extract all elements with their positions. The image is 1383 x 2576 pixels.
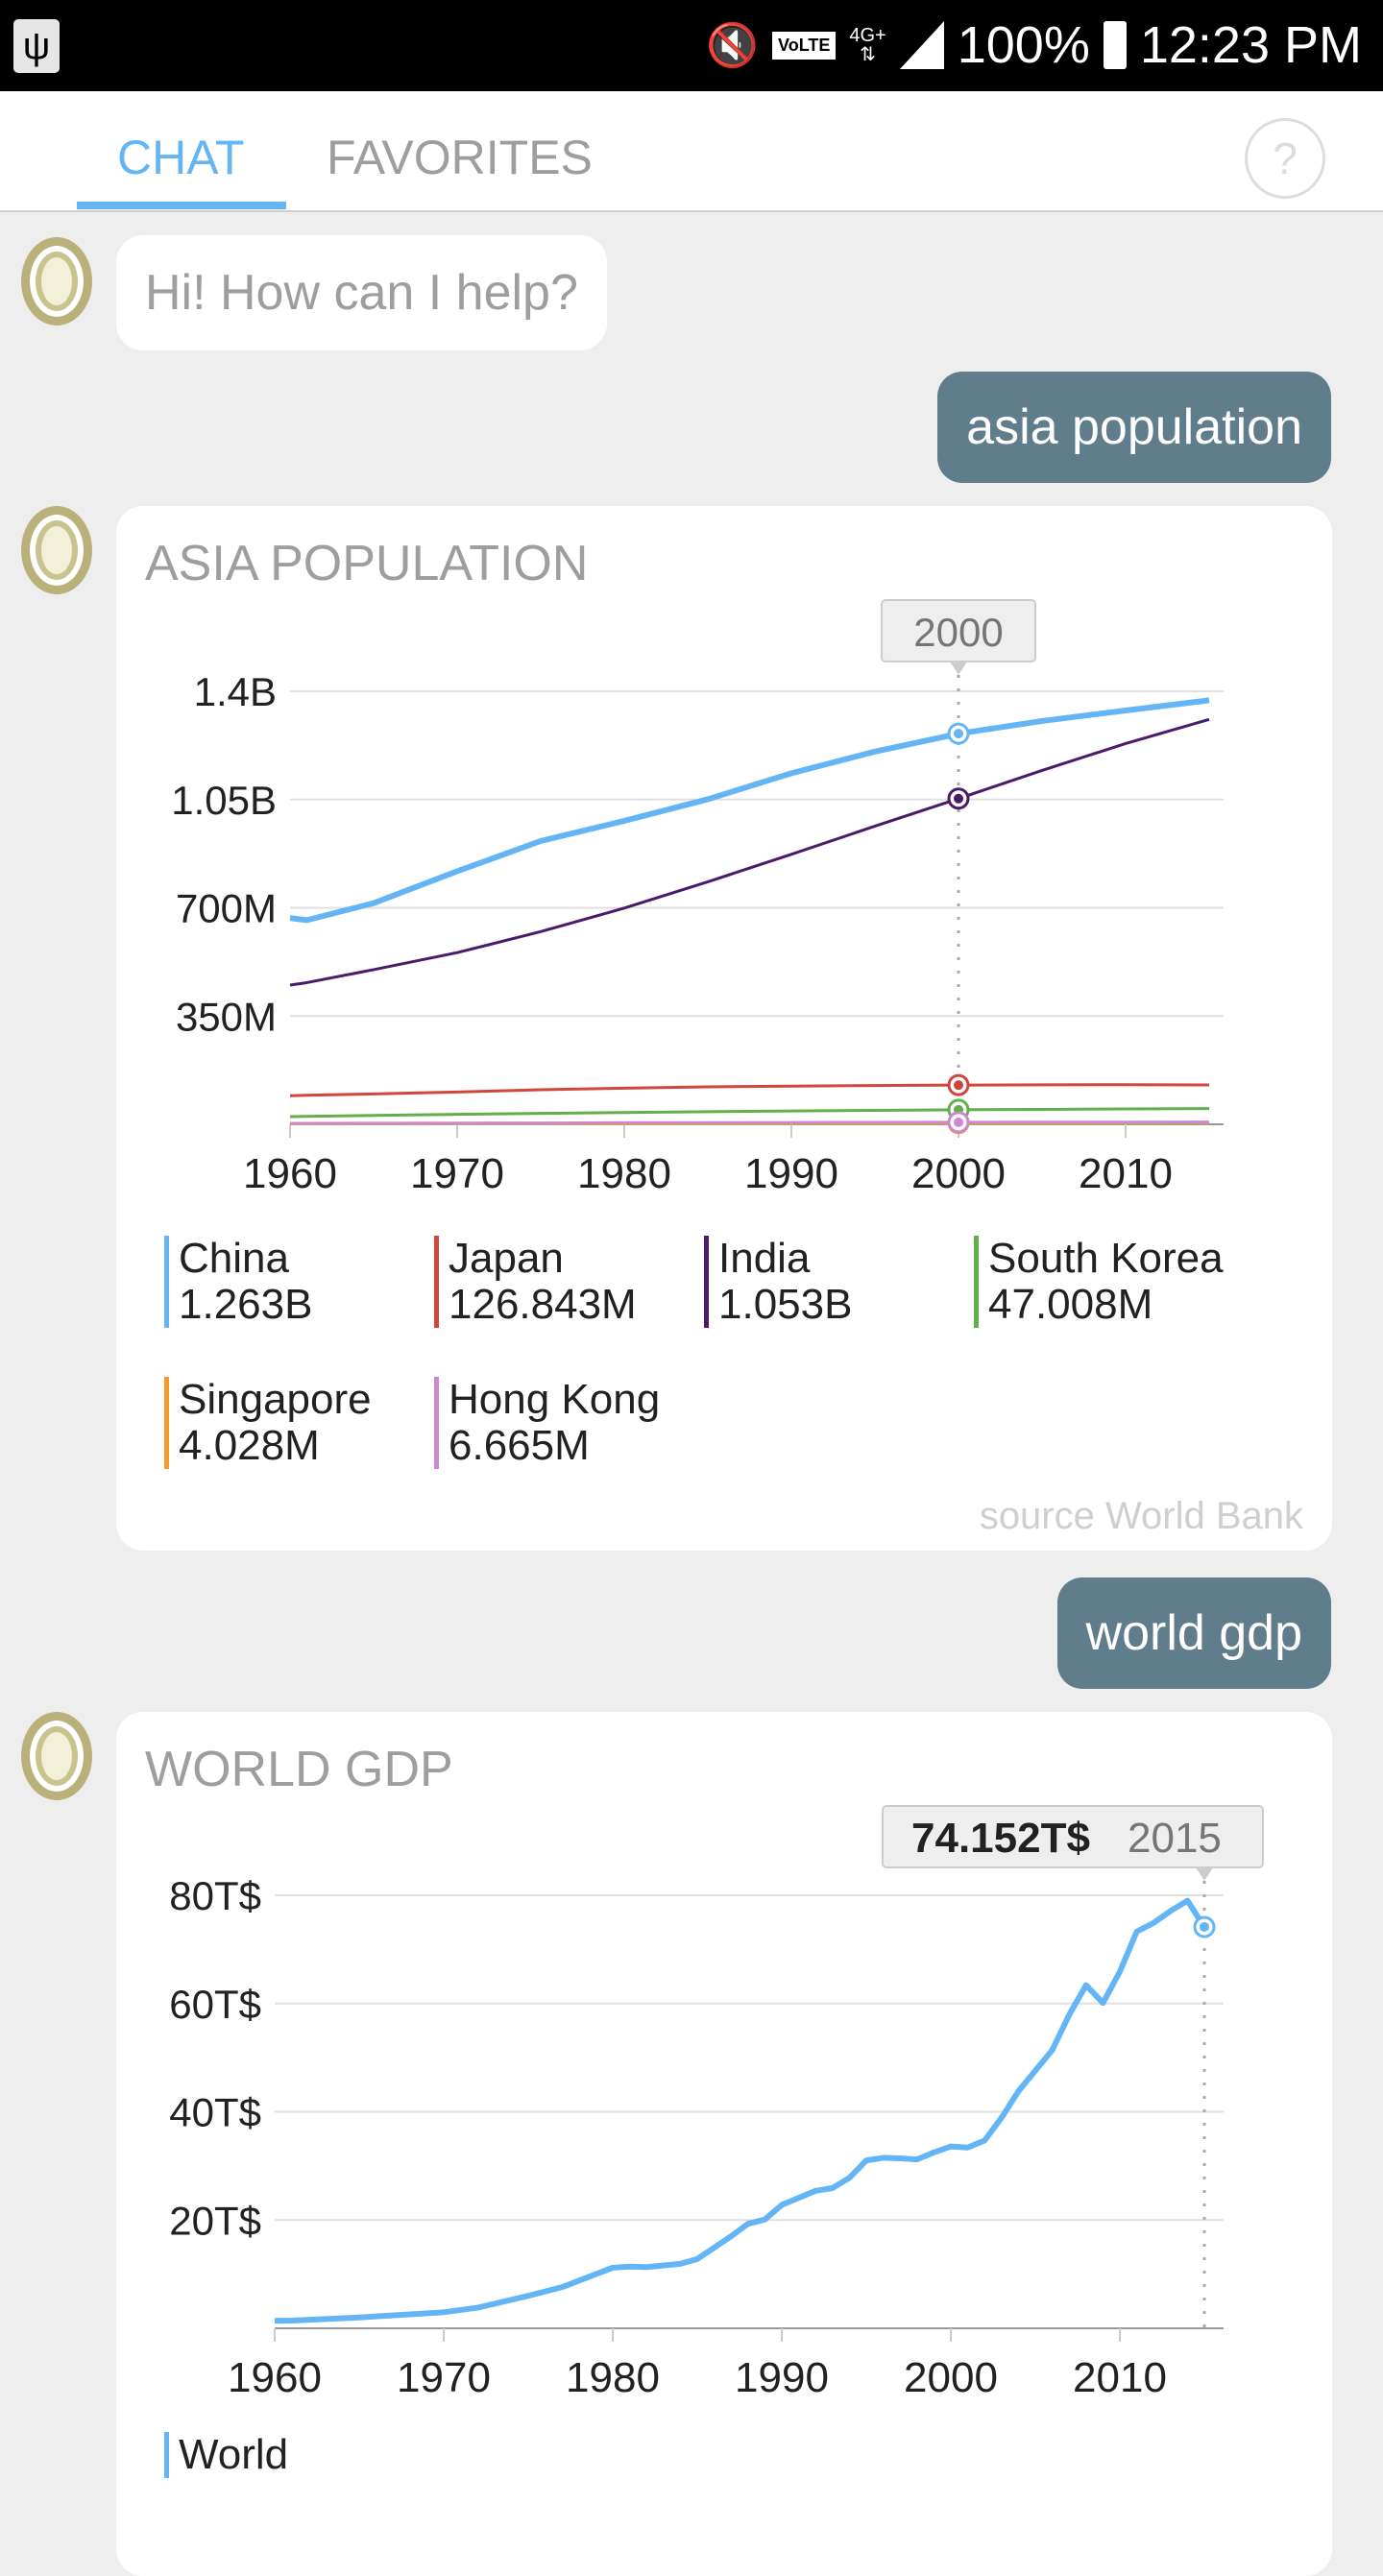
y-tick-label: 80T$ [169, 1873, 261, 1918]
battery-percent: 100% [957, 16, 1090, 74]
x-tick-label: 1980 [577, 1150, 671, 1197]
y-tick-label: 60T$ [169, 1982, 261, 2027]
legend-value: 6.665M [449, 1422, 590, 1469]
series-line-world [274, 1897, 1207, 2324]
source-label: source World Bank [979, 1495, 1303, 1537]
tab-favorites[interactable]: FAVORITES [327, 131, 593, 184]
legend-name: Japan [449, 1235, 564, 1282]
legend-name: Singapore [179, 1376, 372, 1423]
legend-item-south-korea[interactable]: South Korea 47.008M [974, 1236, 1224, 1328]
legend-name: China [179, 1235, 289, 1282]
x-tick-label: 1970 [397, 2354, 491, 2401]
x-tick-label: 1960 [243, 1150, 337, 1197]
y-tick-label: 1.05B [171, 778, 277, 823]
legend-item-hong-kong[interactable]: Hong Kong 6.665M [434, 1377, 660, 1469]
bot-avatar [21, 506, 92, 594]
tooltip-year: 2015 [1128, 1815, 1222, 1862]
x-tick-label: 1960 [228, 2354, 322, 2401]
series-line-japan [289, 1083, 1210, 1097]
usb-icon: ψ [13, 19, 60, 73]
legend-value: 1.263B [179, 1281, 313, 1328]
volte-icon: VoLTE [772, 31, 837, 60]
highlight-point-dot [954, 1117, 963, 1127]
y-tick-label: 350M [176, 994, 277, 1039]
tab-header: CHAT FAVORITES ? [0, 91, 1383, 212]
status-bar: ψ 🔇 VoLTE 4G+ ⇅ 100% 12:23 PM [0, 0, 1383, 91]
y-tick-label: 1.4B [194, 669, 277, 714]
series-line-india [289, 717, 1210, 987]
series-line-china [289, 697, 1210, 924]
network-type: 4G+ ⇅ [849, 25, 886, 65]
battery-icon [1103, 21, 1127, 69]
x-tick-label: 2000 [904, 2354, 998, 2401]
tooltip-year: 2000 [913, 610, 1003, 655]
legend-name: South Korea [988, 1235, 1224, 1282]
series-line-south-korea [289, 1107, 1210, 1119]
tooltip-value: 74.152T$ [911, 1815, 1090, 1862]
x-tick-label: 2000 [911, 1150, 1006, 1197]
active-tab-indicator [77, 202, 286, 209]
legend-value: 4.028M [179, 1422, 320, 1469]
bot-message: Hi! How can I help? [116, 235, 607, 350]
tab-chat[interactable]: CHAT [117, 131, 245, 184]
legend-value: 1.053B [718, 1281, 853, 1328]
population-chart[interactable]: 350M 700M 1.05B 1.4B 1960 1970 1980 1990 2000 201… [116, 506, 1332, 1236]
signal-icon [899, 21, 944, 69]
legend-item-japan[interactable]: Japan 126.843M [434, 1236, 637, 1328]
highlight-point-dot [954, 1080, 963, 1091]
legend-value: 126.843M [449, 1281, 637, 1328]
user-message: world gdp [1056, 1577, 1331, 1689]
x-tick-label: 2010 [1073, 2354, 1167, 2401]
world-gdp-card: WORLD GDP 20T$ 40T$ 60T$ 80T$ 1960 1970 1980 19… [116, 1712, 1332, 2576]
x-tick-label: 2010 [1079, 1150, 1173, 1197]
card-title: WORLD GDP [145, 1742, 453, 1797]
highlight-point-dot [1200, 1921, 1209, 1932]
legend-value: 47.008M [988, 1281, 1153, 1328]
legend-name: India [718, 1235, 811, 1282]
legend-name: Hong Kong [449, 1376, 661, 1423]
tooltip-arrow [1196, 1867, 1213, 1881]
tooltip-arrow [950, 662, 967, 675]
clock: 12:23 PM [1139, 16, 1362, 74]
highlight-point-dot [954, 729, 963, 739]
card-title: ASIA POPULATION [145, 536, 589, 591]
legend-item-china[interactable]: China 1.263B [164, 1236, 312, 1328]
help-button[interactable]: ? [1245, 118, 1325, 199]
tooltip-box [882, 1805, 1264, 1868]
legend-item-world: World [164, 2432, 288, 2478]
x-tick-label: 1970 [410, 1150, 504, 1197]
legend-item-india[interactable]: India 1.053B [704, 1236, 852, 1328]
gdp-chart[interactable]: 20T$ 40T$ 60T$ 80T$ 1960 1970 1980 1990 2000 2010… [116, 1712, 1332, 2422]
bot-avatar [21, 237, 92, 325]
x-tick-label: 1990 [744, 1150, 838, 1197]
x-tick-label: 1980 [566, 2354, 660, 2401]
x-tick-label: 1990 [735, 2354, 829, 2401]
highlight-point-dot [954, 793, 963, 804]
bot-avatar [21, 1712, 92, 1800]
y-tick-label: 40T$ [169, 2090, 261, 2135]
series-line-hong-kong [289, 1120, 1210, 1125]
y-tick-label: 20T$ [169, 2198, 261, 2243]
user-message: asia population [937, 372, 1331, 483]
asia-population-card: ASIA POPULATION 350M 700M 1.05B 1.4B 1960 197… [116, 506, 1332, 1551]
legend-item-singapore[interactable]: Singapore 4.028M [164, 1377, 372, 1469]
y-tick-label: 700M [176, 886, 277, 931]
mute-vibrate-icon: 🔇 [706, 22, 760, 69]
